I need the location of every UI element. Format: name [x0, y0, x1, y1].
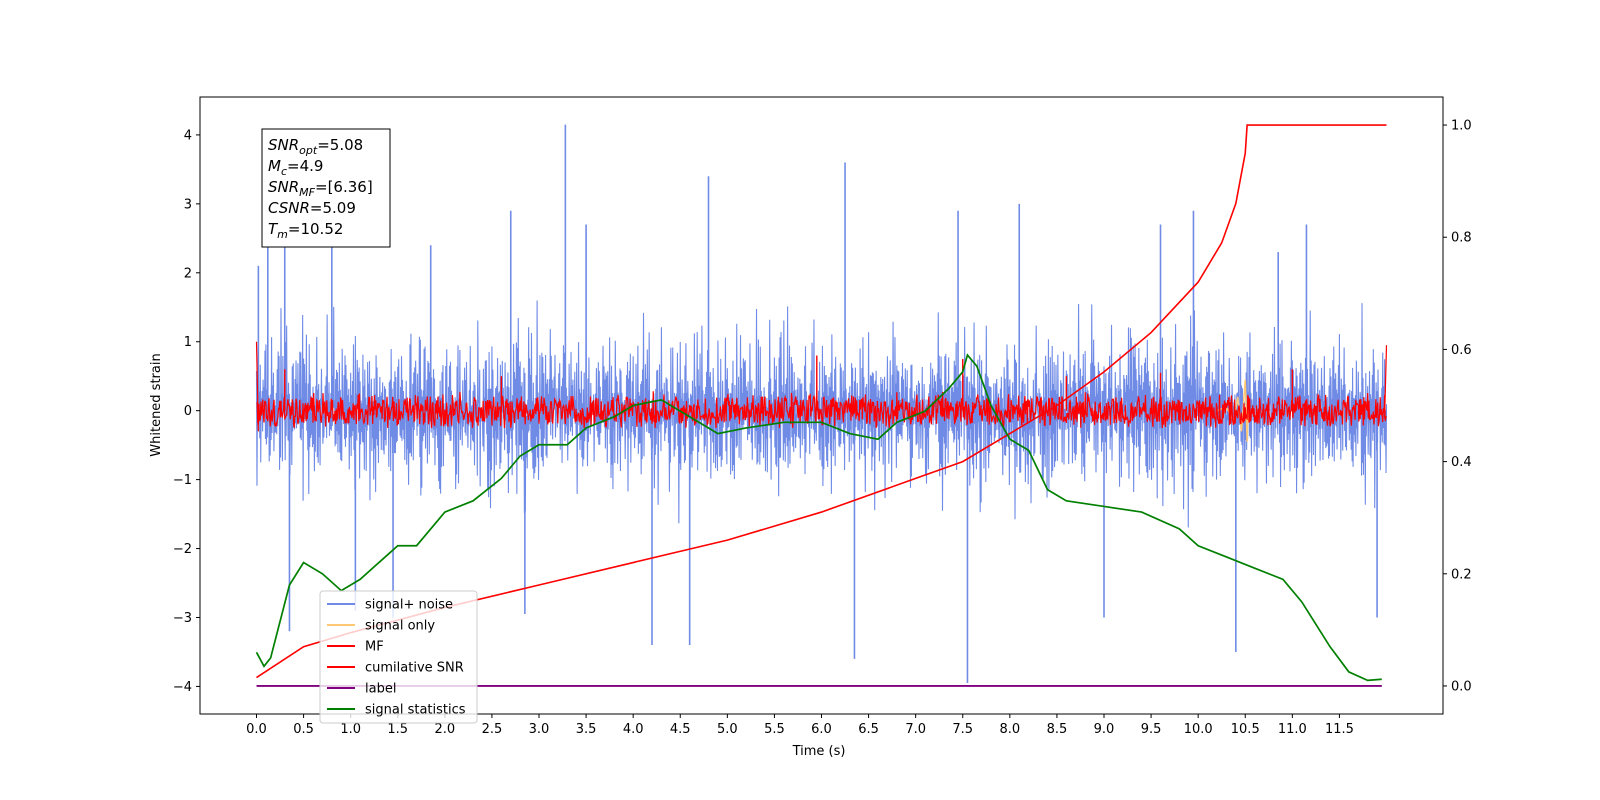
x-tick-label: 4.5: [670, 722, 691, 737]
y-left-tick-label: 1: [184, 335, 192, 350]
x-tick-label: 0.5: [293, 722, 314, 737]
x-tick-label: 1.5: [387, 722, 408, 737]
y-right-tick-label: 0.4: [1451, 455, 1472, 470]
info-value: =5.08: [317, 136, 363, 154]
y-right-tick-label: 0.0: [1451, 679, 1472, 694]
legend-label: signal+ noise: [365, 598, 453, 613]
y-right-tick-label: 0.2: [1451, 567, 1472, 582]
info-line: SNRopt=5.08: [268, 136, 363, 157]
y-right-tick-label: 0.6: [1451, 343, 1472, 358]
info-symbol: CSNR: [268, 199, 310, 217]
x-tick-label: 11.5: [1325, 722, 1354, 737]
legend: signal+ noise signal only MF cumilative SNR…: [319, 590, 478, 724]
x-tick-label: 8.0: [999, 722, 1020, 737]
x-tick-label: 10.5: [1231, 722, 1260, 737]
x-tick-label: 0.0: [246, 722, 267, 737]
info-value: =4.9: [287, 157, 323, 175]
mf-series: [255, 341, 1388, 432]
y-axis-label: Whitened strain: [149, 353, 164, 456]
y-right-tick-label: 1.0: [1451, 119, 1472, 134]
legend-label: label: [365, 682, 396, 697]
x-tick-label: 6.5: [858, 722, 879, 737]
y-right-tick-label: 0.8: [1451, 231, 1472, 246]
x-tick-label: 2.0: [434, 722, 455, 737]
legend-label: signal only: [365, 619, 435, 634]
x-tick-label: 3.5: [576, 722, 597, 737]
legend-label: cumilative SNR: [365, 661, 464, 676]
signal-noise-line: [255, 300, 1388, 528]
y-left-tick-label: −1: [173, 473, 192, 488]
x-tick-label: 5.5: [764, 722, 785, 737]
info-subscript: opt: [299, 144, 318, 157]
y-left-tick-label: −3: [173, 611, 192, 626]
x-tick-label: 5.0: [717, 722, 738, 737]
info-subscript: m: [277, 228, 288, 241]
x-tick-label: 7.5: [952, 722, 973, 737]
info-line: Mc=4.9: [268, 157, 323, 178]
legend-frame: [319, 590, 478, 724]
info-symbol: SNR: [268, 136, 299, 154]
info-value: =10.52: [288, 220, 344, 238]
info-line: SNRMF=[6.36]: [268, 178, 373, 199]
y-left-tick-label: 3: [184, 197, 192, 212]
y-axis-left: 4 3 2 1 0 −1 −2 −3 −4: [173, 128, 200, 695]
info-symbol: M: [268, 157, 281, 175]
legend-label: signal statistics: [365, 703, 466, 718]
x-tick-label: 9.0: [1094, 722, 1115, 737]
y-left-tick-label: −4: [173, 680, 192, 695]
info-value: =5.09: [310, 199, 356, 217]
x-tick-label: 4.0: [623, 722, 644, 737]
mf-line: [255, 341, 1388, 432]
info-value: =[6.36]: [315, 178, 373, 196]
info-line: CSNR=5.09: [268, 199, 356, 217]
x-tick-label: 11.0: [1278, 722, 1307, 737]
y-left-tick-label: 4: [184, 128, 192, 143]
info-subscript: MF: [299, 186, 315, 199]
x-axis: 0.0 0.5 1.0 1.5 2.0 2.5 3.0 3.5 4.0 4.5 5.0 5.5 6.0 6…: [246, 714, 1354, 737]
x-tick-label: 10.0: [1184, 722, 1213, 737]
x-tick-label: 3.0: [529, 722, 550, 737]
info-line: Tm=10.52: [268, 220, 343, 241]
x-tick-label: 6.0: [811, 722, 832, 737]
x-tick-label: 8.5: [1047, 722, 1068, 737]
info-subscript: c: [281, 165, 287, 178]
info-symbol: T: [268, 220, 279, 238]
signal-statistics-line: [255, 353, 1382, 682]
x-tick-label: 9.5: [1141, 722, 1162, 737]
y-left-tick-label: 2: [184, 266, 192, 281]
info-box: SNRopt=5.08Mc=4.9SNRMF=[6.36]CSNR=5.09Tm…: [261, 128, 391, 248]
legend-label: MF: [365, 640, 384, 655]
x-tick-label: 1.0: [340, 722, 361, 737]
x-tick-label: 7.0: [905, 722, 926, 737]
y-left-tick-label: 0: [184, 404, 192, 419]
signal-noise-series: [255, 124, 1388, 683]
signal-statistics-series: [255, 353, 1382, 682]
info-symbol: SNR: [268, 178, 299, 196]
info-box-frame: [261, 128, 391, 248]
x-tick-label: 2.5: [482, 722, 503, 737]
x-axis-label: Time (s): [792, 744, 846, 759]
y-left-tick-label: −2: [173, 542, 192, 557]
y-axis-right: 1.0 0.8 0.6 0.4 0.2 0.0: [1443, 119, 1472, 694]
